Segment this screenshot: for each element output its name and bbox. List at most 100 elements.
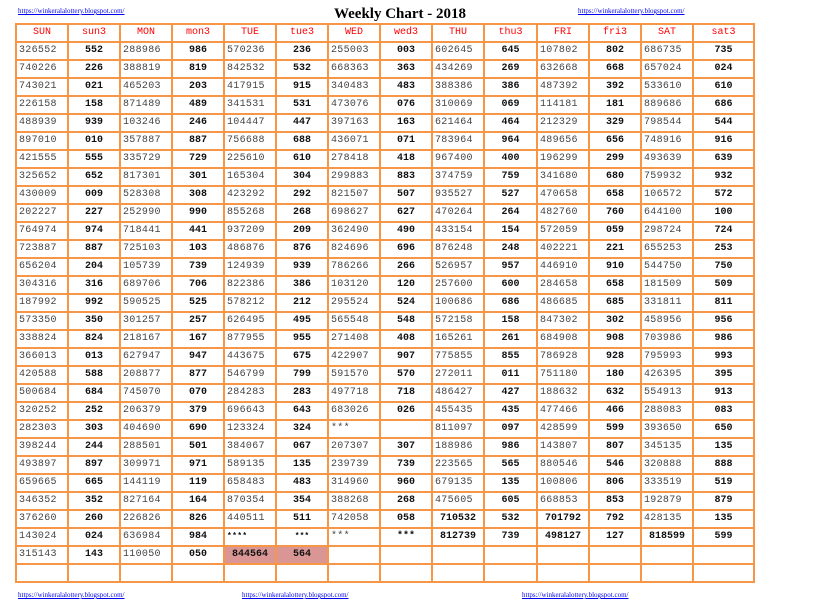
cell-thu <box>431 545 485 565</box>
site-link-top-left[interactable]: https://winkeralalottery.blogspot.com/ <box>18 7 125 15</box>
cell-sat: 106572 <box>640 185 694 205</box>
cell-thu3: 464 <box>483 113 538 133</box>
cell-thu: 433154 <box>431 221 485 241</box>
cell-wed: 340483 <box>327 77 381 97</box>
cell-mon: 226826 <box>119 509 173 529</box>
cell-sun: 656204 <box>15 257 69 277</box>
cell-thu3: 645 <box>483 41 538 61</box>
cell-thu3 <box>483 545 538 565</box>
cell-sat3: 610 <box>692 77 755 97</box>
cell-sun: 202227 <box>15 203 69 223</box>
cell-thu3: 158 <box>483 311 538 331</box>
table-row: 346352 352 827164 164 870354 354 388268 268 4756… <box>15 491 755 511</box>
cell-mon3: 119 <box>171 473 225 493</box>
cell-sat3: 913 <box>692 383 755 403</box>
cell-mon3: 990 <box>171 203 225 223</box>
cell-thu: 935527 <box>431 185 485 205</box>
cell-fri: 143807 <box>536 437 590 457</box>
cell-fri3: 329 <box>588 113 642 133</box>
cell-fri3: 853 <box>588 491 642 511</box>
cell-sun: 659665 <box>15 473 69 493</box>
cell-fri: 498127 <box>536 527 590 547</box>
cell-tue: 486876 <box>223 239 277 259</box>
site-link-bottom-right[interactable]: https://winkeralalottery.blogspot.com/ <box>522 591 629 599</box>
cell-sun3 <box>67 563 121 583</box>
cell-wed3: 003 <box>379 41 433 61</box>
cell-sun3: 252 <box>67 401 121 421</box>
site-link-bottom-left[interactable]: https://winkeralalottery.blogspot.com/ <box>18 591 125 599</box>
cell-tue: 855268 <box>223 203 277 223</box>
cell-thu3: 605 <box>483 491 538 511</box>
table-row: 320252 252 206379 379 696643 643 683026 026 4554… <box>15 401 755 421</box>
cell-wed: 821507 <box>327 185 381 205</box>
cell-wed: 591570 <box>327 365 381 385</box>
cell-mon: 871489 <box>119 95 173 115</box>
table-row: 740226 226 388819 819 842532 532 668363 363 4342… <box>15 59 755 79</box>
table-row: 315143 143 110050 050 844564 564 <box>15 545 755 565</box>
column-header-sun: SUN <box>15 23 69 43</box>
cell-tue: **** <box>223 527 277 547</box>
cell-sat: 798544 <box>640 113 694 133</box>
cell-wed3: 026 <box>379 401 433 421</box>
cell-thu3: 565 <box>483 455 538 475</box>
cell-thu: 374759 <box>431 167 485 187</box>
cell-sun3: 244 <box>67 437 121 457</box>
cell-fri3: 392 <box>588 77 642 97</box>
cell-tue <box>223 563 277 583</box>
cell-fri: 284658 <box>536 275 590 295</box>
cell-thu3: 097 <box>483 419 538 439</box>
cell-sun: 500684 <box>15 383 69 403</box>
cell-tue3: 939 <box>275 257 329 277</box>
cell-tue: 341531 <box>223 95 277 115</box>
cell-tue3: 212 <box>275 293 329 313</box>
cell-mon: 288501 <box>119 437 173 457</box>
cell-fri3: 910 <box>588 257 642 277</box>
cell-sat: 795993 <box>640 347 694 367</box>
cell-tue3: 447 <box>275 113 329 133</box>
cell-sat3: 888 <box>692 455 755 475</box>
cell-wed: *** <box>327 527 381 547</box>
cell-thu: 679135 <box>431 473 485 493</box>
cell-mon3: 203 <box>171 77 225 97</box>
site-link-bottom-center[interactable]: https://winkeralalottery.blogspot.com/ <box>242 591 349 599</box>
cell-thu: 710532 <box>431 509 485 529</box>
cell-tue3: *** <box>275 527 329 547</box>
cell-fri3: 792 <box>588 509 642 529</box>
cell-mon: 725103 <box>119 239 173 259</box>
cell-tue3: 876 <box>275 239 329 259</box>
cell-fri3 <box>588 563 642 583</box>
cell-thu: 455435 <box>431 401 485 421</box>
table-row: 656204 204 105739 739 124939 939 786266 266 5269… <box>15 257 755 277</box>
cell-fri3 <box>588 545 642 565</box>
cell-sat: 320888 <box>640 455 694 475</box>
cell-mon3: 246 <box>171 113 225 133</box>
cell-wed3: 163 <box>379 113 433 133</box>
table-row: 573350 350 301257 257 626495 495 565548 548 5721… <box>15 311 755 331</box>
cell-wed3: 696 <box>379 239 433 259</box>
cell-sat: 428135 <box>640 509 694 529</box>
cell-sun: 143024 <box>15 527 69 547</box>
cell-mon3: 379 <box>171 401 225 421</box>
cell-tue: 440511 <box>223 509 277 529</box>
cell-thu3: 600 <box>483 275 538 295</box>
cell-sat3: 572 <box>692 185 755 205</box>
cell-thu: 188986 <box>431 437 485 457</box>
cell-mon3: 706 <box>171 275 225 295</box>
site-link-top-right[interactable]: https://winkeralalottery.blogspot.com/ <box>578 7 685 15</box>
cell-tue3: 283 <box>275 383 329 403</box>
table-row: 366013 013 627947 947 443675 675 422907 907 7758… <box>15 347 755 367</box>
cell-sat <box>640 545 694 565</box>
cell-tue: 756688 <box>223 131 277 151</box>
cell-sat3: 024 <box>692 59 755 79</box>
cell-sat: 759932 <box>640 167 694 187</box>
cell-wed3 <box>379 563 433 583</box>
cell-tue3: 495 <box>275 311 329 331</box>
cell-sun: 493897 <box>15 455 69 475</box>
cell-tue3: 304 <box>275 167 329 187</box>
cell-sat: 644100 <box>640 203 694 223</box>
cell-sat: 889686 <box>640 95 694 115</box>
cell-fri3: 806 <box>588 473 642 493</box>
cell-sat: 181509 <box>640 275 694 295</box>
cell-fri: 668853 <box>536 491 590 511</box>
cell-fri3: 127 <box>588 527 642 547</box>
